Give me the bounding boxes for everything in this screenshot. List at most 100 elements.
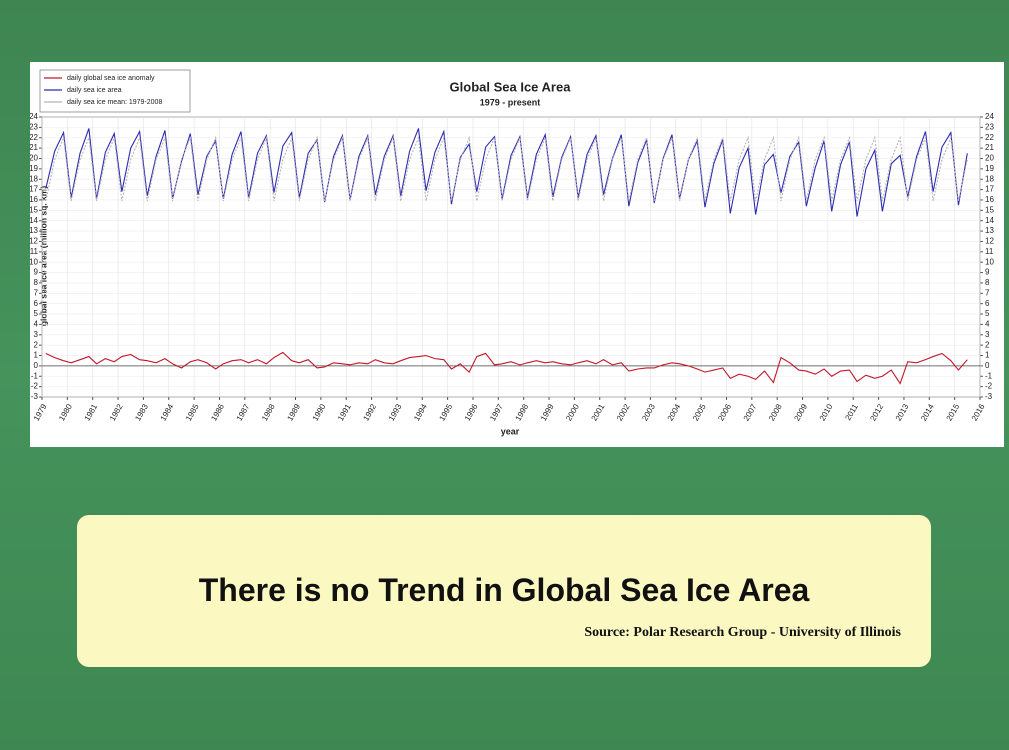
y-tick-label: 0 [34,361,39,370]
legend-label: daily sea ice area [67,87,122,94]
x-tick-label: 2004 [666,402,683,422]
x-tick-label: 2002 [615,402,632,422]
y-tick-label: 1 [34,351,39,360]
x-tick-label: 1979 [32,402,49,422]
x-tick-label: 1988 [260,402,277,422]
x-tick-label: 1996 [463,402,480,422]
y-tick-label: 23 [30,122,39,131]
y-tick-label: 18 [30,174,39,183]
x-axis-label: year [501,426,520,436]
x-tick-label: 1987 [235,402,252,422]
x-tick-label: 2011 [843,402,860,422]
x-tick-label: 2006 [716,402,733,422]
legend-label: daily global sea ice anomaly [67,75,155,82]
y-tick-label: 5 [34,309,39,318]
x-tick-label: 2013 [894,402,911,422]
x-tick-label: 1998 [514,402,531,422]
x-tick-label: 2008 [767,402,784,422]
y2-tick-label: 14 [985,216,994,225]
y-tick-label: -2 [31,382,39,391]
y-tick-label: 12 [30,237,39,246]
headline: There is no Trend in Global Sea Ice Area [198,572,810,608]
y2-tick-label: 20 [985,154,994,163]
x-tick-label: 1986 [209,402,226,422]
x-tick-label: 1982 [108,402,125,422]
y2-tick-label: 2 [985,340,990,349]
y2-tick-label: 17 [985,185,994,194]
y-axis-label: global sea ice area (million sq. km) [38,186,48,326]
y-tick-label: 16 [30,195,39,204]
series-line [45,135,968,202]
y2-tick-label: 13 [985,226,994,235]
y2-tick-label: 16 [985,195,994,204]
y2-tick-label: 8 [985,278,990,287]
y-tick-label: 2 [34,340,39,349]
y-tick-label: 7 [34,288,39,297]
chart-title: Global Sea Ice Area [450,79,572,94]
y-tick-label: 13 [30,226,39,235]
y-tick-label: 4 [34,320,39,329]
series-line [45,351,968,385]
y2-tick-label: 23 [985,122,994,131]
x-tick-label: 1999 [539,402,556,422]
y-tick-label: 11 [30,247,39,256]
y2-tick-label: -1 [985,371,993,380]
x-tick-label: 2015 [945,402,962,422]
x-tick-label: 2010 [818,402,835,422]
y-tick-label: 20 [30,154,39,163]
y-tick-label: 24 [30,112,39,121]
x-tick-label: 2005 [691,402,708,422]
y2-tick-label: -3 [985,392,993,401]
x-tick-label: 2016 [970,402,987,422]
x-tick-label: 1984 [159,402,176,422]
y-tick-label: 10 [30,257,39,266]
x-tick-label: 2003 [640,402,657,422]
x-tick-label: 2000 [564,402,581,422]
x-tick-label: 2009 [792,402,809,422]
y2-tick-label: 5 [985,309,990,318]
legend-label: daily sea ice mean: 1979-2008 [67,99,162,106]
caption-box: There is no Trend in Global Sea Ice Area… [77,515,931,667]
y-tick-label: 3 [34,330,39,339]
x-tick-label: 2012 [868,402,885,422]
y-tick-label: 17 [30,185,39,194]
x-tick-label: 2014 [919,402,936,422]
y-tick-label: 22 [30,133,39,142]
chart-subtitle: 1979 - present [480,97,541,107]
y2-tick-label: 18 [985,174,994,183]
legend: daily global sea ice anomaly daily sea ic… [39,69,191,113]
series-line [45,128,968,217]
x-tick-label: 1993 [387,402,404,422]
chart-panel: Global Sea Ice Area 1979 - present year … [29,62,1004,447]
y2-tick-label: 19 [985,164,994,173]
legend-box [39,69,191,113]
chart: Global Sea Ice Area 1979 - present year … [29,69,994,436]
y-tick-label: -1 [31,371,39,380]
source: Source: Polar Research Group - Universit… [584,625,901,640]
y-tick-label: 15 [30,205,39,214]
y2-tick-label: 15 [985,205,994,214]
x-tick-label: 1991 [336,402,353,422]
y-tick-label: 6 [34,299,39,308]
x-tick-label: 1985 [184,402,201,422]
y2-tick-label: 1 [985,351,990,360]
y-tick-label: 14 [30,216,39,225]
y2-tick-label: 6 [985,299,990,308]
y-tick-label: 19 [30,164,39,173]
y-tick-label: 9 [34,268,39,277]
x-tick-label: 1995 [437,402,454,422]
y2-tick-label: 12 [985,237,994,246]
x-tick-label: 1994 [412,402,429,422]
y2-tick-label: 22 [985,133,994,142]
x-tick-label: 1989 [285,402,302,422]
y2-tick-label: 7 [985,288,990,297]
y-tick-label: -3 [31,392,39,401]
y-tick-label: 8 [34,278,39,287]
x-tick-label: 1990 [311,402,328,422]
y2-tick-label: 3 [985,330,990,339]
x-tick-label: 2001 [590,402,607,422]
x-tick-label: 1981 [83,402,100,422]
y2-tick-label: 11 [985,247,994,256]
x-tick-label: 1980 [57,402,74,422]
